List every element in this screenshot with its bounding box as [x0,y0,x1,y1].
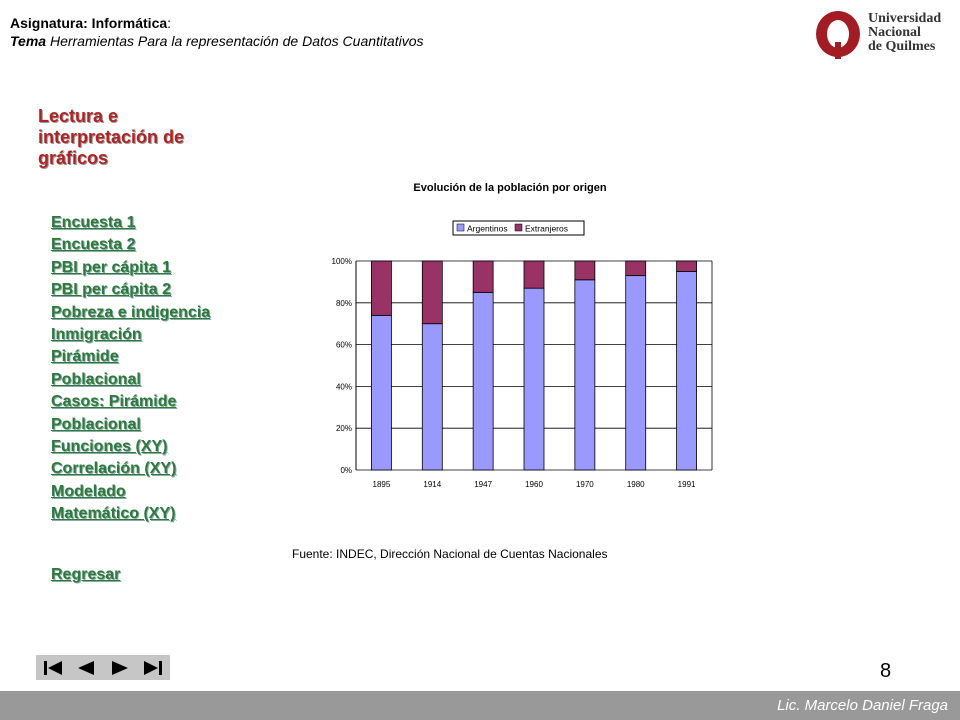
source-note: Fuente: INDEC, Dirección Nacional de Cue… [292,547,608,561]
first-icon [43,660,62,675]
bar-extranjeros-1947 [472,260,494,293]
legend-swatch-1 [514,223,523,232]
population-chart: Evolución de la población por origen Arg… [300,176,720,506]
topic-line: Tema Herramientas Para la representación… [10,32,423,50]
bar-extranjeros-1895 [371,260,392,316]
section-title: Lectura e interpretación de gráficos [38,106,185,168]
bar-argentinos-1895 [371,314,392,471]
footer-author: Lic. Marcelo Daniel Fraga [777,697,948,714]
footer-bar: Lic. Marcelo Daniel Fraga [0,691,960,720]
y-tick-label: 100% [332,257,352,266]
bar-argentinos-1960 [523,287,545,471]
logo-line-1: Universidad [868,11,942,26]
logo-line-2: Nacional [868,25,921,40]
x-tick-label: 1947 [474,480,492,489]
topic-label: Tema [10,33,47,49]
nav-link-pbi-1[interactable]: PBI per cápita 1 [51,258,172,276]
legend-label-1: Extranjeros [525,224,568,234]
bar-extranjeros-1980 [625,260,647,277]
bar-argentinos-1991 [676,271,697,471]
nav-link-encuesta-1[interactable]: Encuesta 1 [51,214,136,231]
bar-extranjeros-1914 [421,260,443,325]
page-number: 8 [880,660,892,682]
next-icon [111,660,128,675]
x-tick-label: 1980 [627,480,645,489]
legend-label-0: Argentinos [467,224,508,234]
bar-argentinos-1970 [574,279,596,471]
slide-nav-controls [36,655,170,680]
nav-link-pbi-2[interactable]: PBI per cápita 2 [51,281,172,299]
topic-text: Herramientas Para la representación de D… [46,33,424,49]
x-tick-label: 1991 [678,480,696,489]
last-slide-button[interactable] [140,658,166,678]
x-tick-label: 1914 [423,480,441,489]
subject-line: Asignatura: Informática: [10,14,423,32]
nav-link-casos-piramide[interactable]: Casos: Pirámide Poblacional [51,393,177,433]
x-tick-label: 1895 [373,480,391,489]
y-tick-label: 60% [336,341,352,350]
subject-colon: : [167,15,172,31]
university-emblem-icon [816,11,860,59]
bar-argentinos-1947 [472,291,494,471]
logo-text: Universidad Nacional de Quilmes [868,12,941,54]
chart-canvas: Argentinos Extranjeros 0% 20% 40% 60% 80% 100% 1… [332,220,713,489]
nav-link-pobreza[interactable]: Pobreza e indigencia [51,303,211,321]
back-link[interactable]: Regresar [51,565,121,583]
bar-extranjeros-1991 [676,260,697,272]
chart-title: Evolución de la población por origen [413,182,607,194]
next-slide-button[interactable] [107,658,133,678]
bar-argentinos-1980 [625,275,647,471]
logo-line-3: de Quilmes [868,39,936,54]
nav-link-piramide[interactable]: Pirámide Poblacional [51,348,141,388]
nav-link-encuesta-2[interactable]: Encuesta 2 [51,236,136,254]
y-tick-label: 80% [336,299,352,308]
x-tick-label: 1970 [576,480,594,489]
bar-extranjeros-1960 [523,260,545,289]
first-slide-button[interactable] [40,658,66,678]
nav-link-funciones[interactable]: Funciones (XY) [51,438,168,456]
y-tick-label: 0% [340,466,352,475]
nav-link-modelado[interactable]: Modelado Matemático (XY) [51,482,176,523]
last-icon [144,660,163,675]
previous-slide-button[interactable] [73,658,99,678]
university-logo: Universidad Nacional de Quilmes [814,8,954,60]
bar-extranjeros-1970 [574,260,596,281]
slide-header: Asignatura: Informática: Tema Herramient… [10,14,423,50]
y-tick-label: 40% [336,382,352,391]
x-tick-label: 1960 [525,480,543,489]
previous-icon [78,660,95,675]
nav-link-correlacion[interactable]: Correlación (XY) [51,460,177,478]
legend-swatch-0 [456,223,465,232]
topic-nav: Encuesta 1 Encuesta 2 PBI per cápita 1 P… [51,212,211,586]
y-tick-label: 20% [336,424,352,433]
bar-argentinos-1914 [421,323,443,471]
subject-label: Asignatura: Informática [10,15,168,31]
nav-link-inmigracion[interactable]: Inmigración [51,326,142,344]
